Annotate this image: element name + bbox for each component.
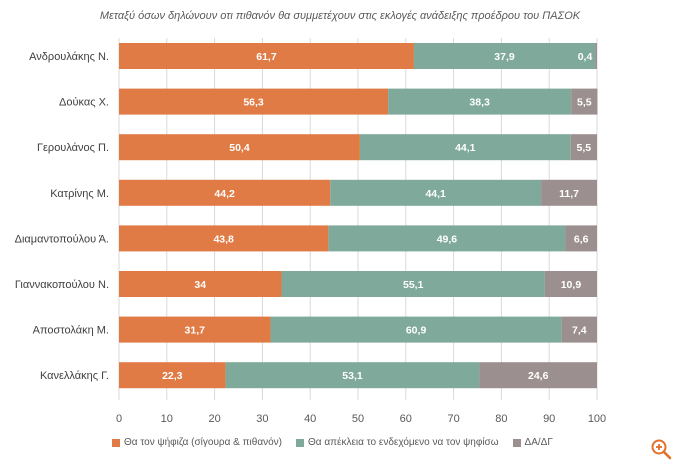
bar-segment — [119, 179, 331, 206]
x-tick-label: 0 — [116, 413, 122, 425]
bar-segment — [119, 362, 226, 389]
bar-segment — [388, 88, 572, 115]
data-label: 10,9 — [561, 279, 582, 291]
x-tick-label: 70 — [447, 413, 459, 425]
bar-segment — [544, 271, 597, 297]
data-label: 44,1 — [455, 142, 476, 154]
x-tick-label: 80 — [495, 413, 507, 425]
data-label: 61,7 — [256, 51, 277, 63]
data-label: 37,9 — [494, 51, 515, 63]
category-label: Αποστολάκη Μ. — [33, 325, 109, 337]
data-label: 5,5 — [577, 142, 592, 154]
data-label: 7,4 — [572, 325, 587, 337]
bar-segment — [330, 179, 542, 206]
category-label: Κανελλάκης Γ. — [40, 370, 109, 382]
x-axis-ticks: 0 10 20 30 40 50 60 70 80 90 100 — [116, 413, 606, 425]
bar-segment — [119, 88, 389, 115]
bar-segment — [413, 43, 596, 69]
legend-swatch-exclude — [296, 438, 304, 447]
data-label: 24,6 — [528, 370, 549, 382]
legend-item-exclude: Θα απέκλεια το ενδεχόμενο να τον ψηφίσω — [296, 437, 499, 448]
data-label: 11,7 — [559, 188, 579, 200]
bar-segment — [565, 225, 597, 252]
data-label: 38,3 — [469, 97, 490, 109]
bar-segment — [541, 179, 597, 206]
chart-title: Μεταξύ όσων δηλώνουν οτι πιθανόν θα συμμ… — [99, 10, 581, 22]
bar-segment — [270, 316, 562, 343]
bar-segment — [119, 271, 282, 297]
data-label: 6,6 — [574, 233, 589, 245]
bar-segment — [119, 134, 360, 161]
category-labels: Ανδρουλάκης Ν. Δούκας Χ. Γερουλάνος Π. Κατρ… — [15, 51, 109, 382]
category-label: Γιαννακοπούλου Ν. — [15, 279, 109, 291]
legend-label-dk: ΔΑ/ΔΓ — [524, 437, 553, 448]
bar-segment — [595, 43, 597, 69]
data-label: 43,8 — [213, 233, 234, 245]
data-label: 55,1 — [403, 279, 424, 291]
bar-segment — [119, 43, 414, 69]
data-label: 56,3 — [243, 97, 264, 109]
x-tick-label: 50 — [352, 413, 364, 425]
legend-swatch-support — [112, 438, 120, 447]
legend-item-dk: ΔΑ/ΔΓ — [512, 437, 553, 448]
legend-label-support: Θα τον ψήφιζα (σίγουρα & πιθανόν) — [124, 437, 282, 448]
category-label: Δούκας Χ. — [59, 97, 109, 109]
data-label: 31,7 — [185, 325, 206, 337]
bar-segment — [571, 88, 598, 115]
x-tick-label: 40 — [304, 413, 316, 425]
x-tick-label: 100 — [588, 413, 606, 425]
x-tick-label: 60 — [400, 413, 412, 425]
data-label: 34 — [194, 279, 206, 291]
bar-segment — [281, 271, 545, 297]
data-label: 49,6 — [437, 233, 458, 245]
category-label: Γερουλάνος Π. — [37, 142, 109, 154]
bar-segment — [225, 362, 480, 389]
data-label: 44,2 — [214, 188, 235, 200]
zoom-in-icon[interactable] — [650, 438, 672, 460]
x-tick-label: 30 — [256, 413, 268, 425]
legend-label-exclude: Θα απέκλεια το ενδεχόμενο να τον ψηφίσω — [308, 437, 499, 448]
x-tick-label: 20 — [208, 413, 220, 425]
data-label: 0,4 — [578, 51, 593, 63]
bar-segment — [359, 134, 571, 161]
data-label: 5,5 — [577, 97, 592, 109]
legend-swatch-dk — [512, 438, 521, 447]
data-label: 44,1 — [425, 188, 446, 200]
legend: Θα τον ψήφιζα (σίγουρα & πιθανόν) Θα απέ… — [112, 437, 553, 448]
category-label: Κατρίνης Μ. — [50, 188, 109, 200]
legend-item-support: Θα τον ψήφιζα (σίγουρα & πιθανόν) — [112, 437, 282, 448]
bars: 61,7 37,9 0,4 56,3 38,3 5,5 50,4 44,1 5,5 44,2 44,… — [119, 43, 598, 389]
bar-segment — [119, 316, 271, 343]
bar-segment — [561, 316, 597, 343]
data-label: 60,9 — [406, 325, 427, 337]
data-label: 22,3 — [162, 370, 183, 382]
category-label: Διαμαντοπούλου Ά. — [15, 233, 109, 245]
bar-segment — [119, 225, 329, 252]
bar-segment — [570, 134, 597, 161]
data-label: 50,4 — [229, 142, 250, 154]
category-label: Ανδρουλάκης Ν. — [29, 51, 109, 63]
x-tick-label: 90 — [543, 413, 555, 425]
data-label: 53,1 — [342, 370, 363, 382]
x-tick-label: 10 — [161, 413, 173, 425]
bar-segment — [479, 362, 597, 389]
bar-segment — [328, 225, 566, 252]
